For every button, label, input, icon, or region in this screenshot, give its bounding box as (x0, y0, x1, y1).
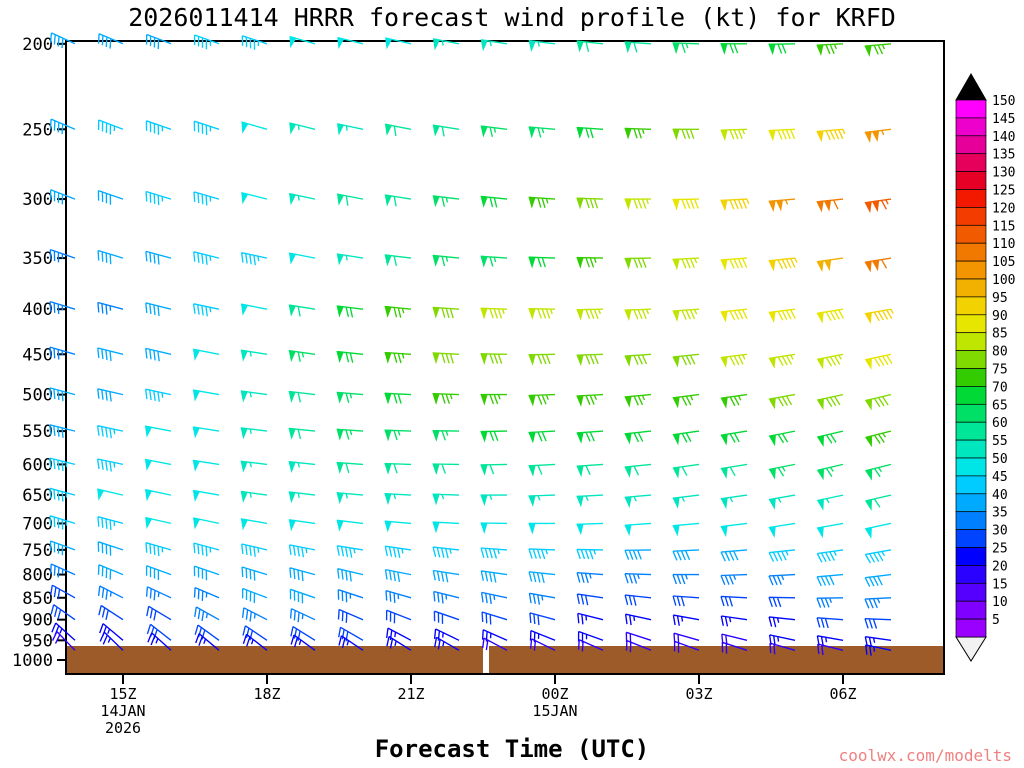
svg-text:700: 700 (22, 514, 53, 534)
x-axis-title: Forecast Time (UTC) (374, 735, 650, 763)
svg-text:15JAN: 15JAN (532, 702, 577, 720)
watermark-link[interactable]: coolwx.com/modelts (838, 746, 1012, 765)
wind-barb-field (49, 32, 894, 656)
svg-text:20: 20 (992, 559, 1008, 574)
svg-text:100: 100 (992, 273, 1015, 288)
svg-text:800: 800 (22, 566, 53, 586)
plot-frame (65, 40, 945, 675)
svg-text:135: 135 (992, 148, 1015, 163)
colorbar: 1501451401351301251201151101051009590858… (955, 72, 1015, 662)
svg-text:70: 70 (992, 380, 1008, 395)
svg-text:450: 450 (22, 345, 53, 365)
svg-text:250: 250 (22, 120, 53, 140)
svg-text:80: 80 (992, 345, 1008, 360)
svg-text:900: 900 (22, 611, 53, 631)
svg-text:110: 110 (992, 237, 1015, 252)
svg-text:400: 400 (22, 300, 53, 320)
svg-text:75: 75 (992, 363, 1008, 378)
svg-text:40: 40 (992, 488, 1008, 503)
svg-text:125: 125 (992, 184, 1015, 199)
svg-text:18Z: 18Z (253, 685, 280, 703)
svg-text:55: 55 (992, 434, 1008, 449)
svg-text:300: 300 (22, 190, 53, 210)
svg-text:115: 115 (992, 219, 1015, 234)
svg-text:750: 750 (22, 541, 53, 561)
svg-text:550: 550 (22, 422, 53, 442)
svg-text:150: 150 (992, 94, 1015, 109)
svg-text:15Z: 15Z (109, 685, 136, 703)
ground-bar-right (489, 646, 945, 673)
y-axis: 200 250 300 350 400 450 500 550 600 650 700 750 800 8… (12, 35, 65, 671)
svg-text:50: 50 (992, 452, 1008, 467)
svg-text:1000: 1000 (12, 651, 53, 671)
svg-text:60: 60 (992, 416, 1008, 431)
svg-text:140: 140 (992, 130, 1015, 145)
svg-text:90: 90 (992, 309, 1008, 324)
svg-text:145: 145 (992, 112, 1015, 127)
svg-text:350: 350 (22, 249, 53, 269)
chart-title: 2026011414 HRRR forecast wind profile (k… (128, 3, 896, 32)
svg-text:30: 30 (992, 524, 1008, 539)
svg-text:950: 950 (22, 631, 53, 651)
svg-text:130: 130 (992, 166, 1015, 181)
ground-bar-left (65, 646, 483, 673)
svg-text:06Z: 06Z (829, 685, 856, 703)
svg-text:35: 35 (992, 506, 1008, 521)
svg-text:14JAN: 14JAN (100, 702, 145, 720)
svg-text:15: 15 (992, 577, 1008, 592)
svg-text:85: 85 (992, 327, 1008, 342)
svg-text:850: 850 (22, 589, 53, 609)
svg-text:5: 5 (992, 613, 1000, 628)
svg-text:2026: 2026 (105, 719, 141, 737)
svg-text:25: 25 (992, 542, 1008, 557)
svg-text:600: 600 (22, 455, 53, 475)
svg-text:10: 10 (992, 595, 1008, 610)
colorbar-bottom-arrow (955, 636, 987, 662)
svg-text:00Z: 00Z (541, 685, 568, 703)
svg-text:500: 500 (22, 386, 53, 406)
svg-text:21Z: 21Z (397, 685, 424, 703)
svg-text:120: 120 (992, 201, 1015, 216)
svg-text:95: 95 (992, 291, 1008, 306)
svg-text:650: 650 (22, 486, 53, 506)
svg-text:105: 105 (992, 255, 1015, 270)
svg-text:65: 65 (992, 398, 1008, 413)
svg-text:200: 200 (22, 35, 53, 55)
svg-text:03Z: 03Z (685, 685, 712, 703)
svg-text:45: 45 (992, 470, 1008, 485)
colorbar-top-arrow (955, 72, 987, 101)
